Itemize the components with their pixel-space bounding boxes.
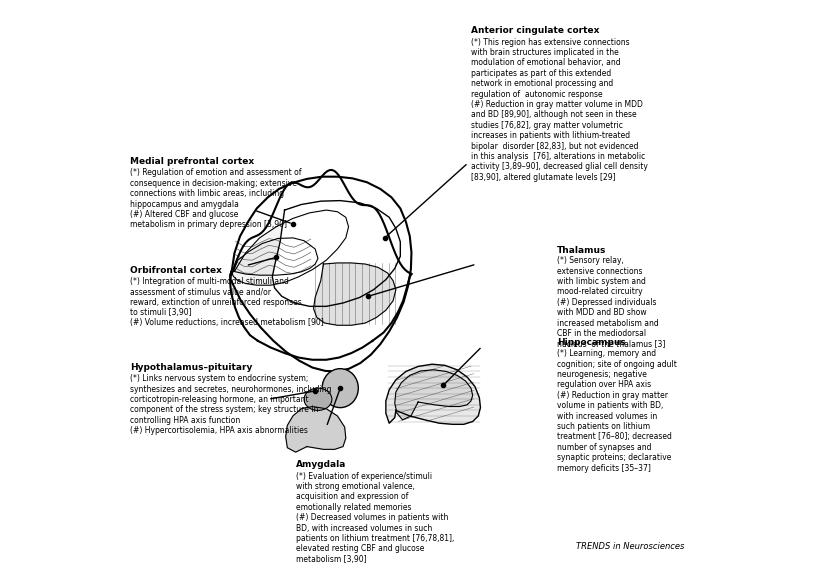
Polygon shape xyxy=(230,177,411,371)
Text: Hypothalamus–pituitary: Hypothalamus–pituitary xyxy=(130,363,252,372)
Polygon shape xyxy=(286,406,346,452)
Text: Amygdala: Amygdala xyxy=(295,460,346,470)
Text: TRENDS in Neurosciences: TRENDS in Neurosciences xyxy=(575,542,684,551)
Text: Hippocampus: Hippocampus xyxy=(558,338,626,347)
Text: (*) Learning, memory and
cognition; site of ongoing adult
neurogenesis; negative: (*) Learning, memory and cognition; site… xyxy=(558,349,677,473)
Ellipse shape xyxy=(322,368,358,407)
Polygon shape xyxy=(395,370,473,420)
Text: Anterior cingulate cortex: Anterior cingulate cortex xyxy=(471,26,599,36)
Text: (*) Sensory relay,
extensive connections
with limbic system and
mood-related cir: (*) Sensory relay, extensive connections… xyxy=(558,256,666,349)
Polygon shape xyxy=(273,201,400,306)
Text: Orbifrontal cortex: Orbifrontal cortex xyxy=(130,266,221,275)
Text: (*) Links nervous system to endocrine system;
synthesizes and secretes, neurohor: (*) Links nervous system to endocrine sy… xyxy=(130,374,331,435)
Text: (*) Evaluation of experience/stimuli
with strong emotional valence,
acquisition : (*) Evaluation of experience/stimuli wit… xyxy=(295,471,454,564)
Ellipse shape xyxy=(304,388,332,410)
Text: (*) This region has extensive connections
with brain structures implicated in th: (*) This region has extensive connection… xyxy=(471,38,648,182)
Polygon shape xyxy=(234,238,318,275)
Polygon shape xyxy=(313,263,396,325)
Text: Medial prefrontal cortex: Medial prefrontal cortex xyxy=(130,157,254,166)
Text: Thalamus: Thalamus xyxy=(558,246,606,255)
Text: (*) Regulation of emotion and assessment of
consequence in decision-making; exte: (*) Regulation of emotion and assessment… xyxy=(130,168,301,229)
Polygon shape xyxy=(230,210,348,285)
Text: (*) Integration of multi-modal stimuli and
assessment of stimulus value and/or
r: (*) Integration of multi-modal stimuli a… xyxy=(130,277,324,328)
Polygon shape xyxy=(386,364,480,424)
